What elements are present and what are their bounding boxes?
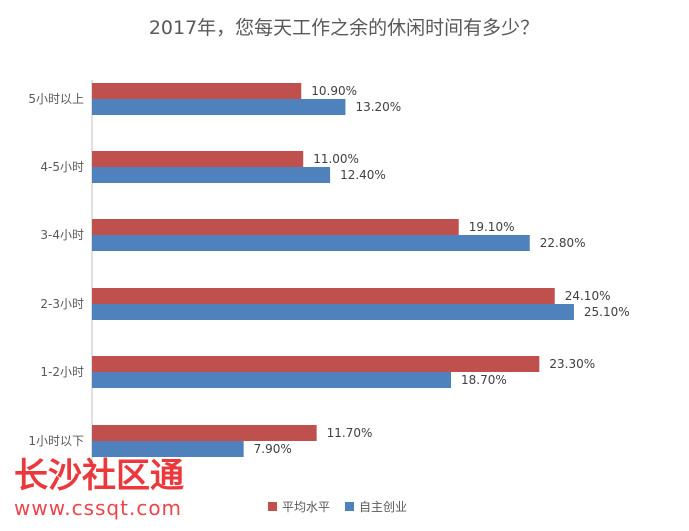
category-label-1: 4-5小时 <box>40 160 84 174</box>
bars-group <box>92 83 574 457</box>
bar-2-3 <box>92 304 574 320</box>
legend-label-series-1: 平均水平 <box>282 500 330 514</box>
category-label-4: 1-2小时 <box>40 365 84 379</box>
data-label-2-3: 25.10% <box>584 305 630 319</box>
bar-1-3 <box>92 288 555 304</box>
bar-2-5 <box>92 441 244 457</box>
data-label-2-0: 13.20% <box>355 100 401 114</box>
data-label-1-3: 24.10% <box>565 289 611 303</box>
legend: 平均水平 自主创业 <box>268 500 407 514</box>
data-label-2-4: 18.70% <box>461 373 507 387</box>
data-label-1-5: 11.70% <box>327 426 373 440</box>
data-labels-group: 10.90% 13.20% 11.00% 12.40% 19.10% 22.80% 24.1… <box>254 84 630 456</box>
data-label-1-2: 19.10% <box>469 220 515 234</box>
chart-title: 2017年，您每天工作之余的休闲时间有多少？ <box>149 17 539 39</box>
data-label-1-1: 11.00% <box>313 152 359 166</box>
data-label-1-4: 23.30% <box>549 357 595 371</box>
bar-1-0 <box>92 83 302 99</box>
bar-1-5 <box>92 425 317 441</box>
watermark-name: 长沙社区通 <box>14 456 184 496</box>
bar-2-4 <box>92 372 452 388</box>
legend-swatch-series-2 <box>345 502 354 511</box>
watermark-url: www.cssqt.com <box>14 496 182 520</box>
category-label-0: 5小时以上 <box>28 92 84 106</box>
legend-label-series-2: 自主创业 <box>359 500 407 514</box>
bar-1-4 <box>92 356 540 372</box>
category-labels-group: 5小时以上 4-5小时 3-4小时 2-3小时 1-2小时 1小时以下 <box>28 92 84 448</box>
data-label-2-1: 12.40% <box>340 168 386 182</box>
data-label-2-2: 22.80% <box>540 236 586 250</box>
bar-1-2 <box>92 219 459 235</box>
legend-swatch-series-1 <box>268 502 277 511</box>
bar-2-2 <box>92 235 530 251</box>
category-label-3: 2-3小时 <box>40 297 84 311</box>
bar-2-1 <box>92 167 331 183</box>
category-label-2: 3-4小时 <box>40 228 84 242</box>
bar-2-0 <box>92 99 346 115</box>
bar-1-1 <box>92 151 304 167</box>
data-label-1-0: 10.90% <box>311 84 357 98</box>
data-label-2-5: 7.90% <box>254 442 292 456</box>
category-label-5: 1小时以下 <box>28 434 84 448</box>
